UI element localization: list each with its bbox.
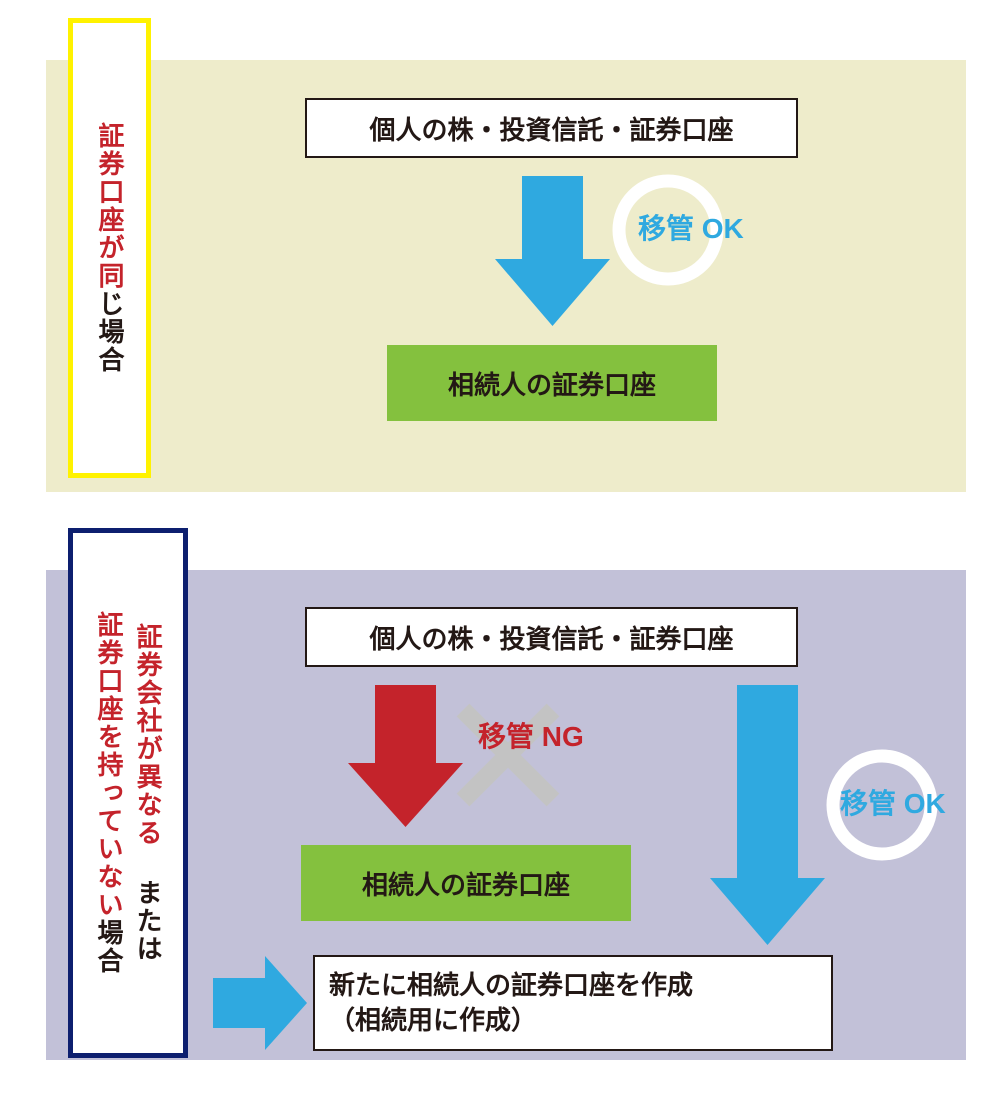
status-ok-2: 移管 OK xyxy=(840,782,946,822)
label-box-same: 証券口座が同じ場合 xyxy=(68,18,151,478)
x-ng xyxy=(448,695,568,815)
status-ok-1: 移管 OK xyxy=(638,207,744,247)
box-individual-2: 個人の株・投資信託・証券口座 xyxy=(305,607,798,667)
box-new-account: 新たに相続人の証券口座を作成 （相続用に作成） xyxy=(313,955,833,1051)
box-individual-1: 個人の株・投資信託・証券口座 xyxy=(305,98,798,158)
status-ng: 移管 NG xyxy=(478,715,584,755)
label-diff-line2: 証券会社が異なる または xyxy=(130,623,165,963)
label-same-text: 証券口座が同じ場合 xyxy=(92,122,127,374)
box-heir-1: 相続人の証券口座 xyxy=(387,345,717,421)
label-box-diff: 証券口座を持っていない場合 証券会社が異なる または xyxy=(68,528,188,1058)
arrow-to-new xyxy=(213,956,307,1050)
label-diff-line1: 証券口座を持っていない場合 xyxy=(91,611,126,975)
arrow-ok-2 xyxy=(710,685,825,945)
arrow-ok-1 xyxy=(495,176,610,326)
box-heir-2: 相続人の証券口座 xyxy=(301,845,631,921)
arrow-ng xyxy=(348,685,463,827)
